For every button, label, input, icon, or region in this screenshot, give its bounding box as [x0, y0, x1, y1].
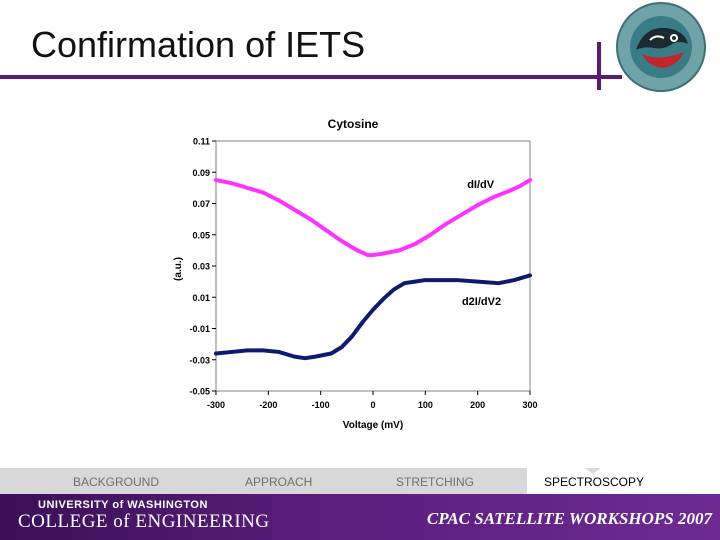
mlsc-logo-icon — [616, 2, 706, 92]
x-tick-label: 300 — [522, 400, 537, 410]
title-vertical-tick — [597, 42, 601, 90]
cytosine-chart: Cytosine (a.u.) Voltage (mV) 0.11 0.09 0.0… — [160, 108, 560, 438]
slide-title: Confirmation of IETS — [31, 24, 366, 65]
footer-banner: UNIVERSITY of WASHINGTON COLLEGE of ENGI… — [0, 494, 720, 540]
x-tick-label: -200 — [259, 400, 277, 410]
college-name: COLLEGE of ENGINEERING — [18, 511, 270, 532]
y-tick-label: 0.01 — [192, 293, 210, 303]
title-underline — [0, 75, 622, 79]
y-tick-label: -0.05 — [189, 387, 210, 397]
chart-ylabel: (a.u.) — [173, 257, 184, 281]
nav-item-approach[interactable]: APPROACH — [245, 475, 313, 489]
y-tick-label: 0.05 — [192, 230, 210, 240]
y-tick-label: -0.03 — [189, 355, 210, 365]
series-line-1 — [214, 178, 532, 258]
section-nav-bar: BACKGROUND APPROACH STRETCHING SPECTROSC… — [0, 468, 720, 494]
x-tick-label: -300 — [207, 400, 225, 410]
series-annotation-1: dI/dV — [467, 179, 495, 191]
uw-name: UNIVERSITY of WASHINGTON — [38, 499, 208, 511]
series-line-2 — [214, 273, 532, 361]
chart-title: Cytosine — [328, 117, 379, 131]
y-tick-label: -0.01 — [189, 324, 210, 334]
x-tick-label: 200 — [470, 400, 485, 410]
y-tick-label: 0.09 — [192, 168, 210, 178]
active-section-highlight — [527, 468, 720, 494]
x-tick-label: -100 — [312, 400, 330, 410]
nav-item-background[interactable]: BACKGROUND — [73, 475, 160, 489]
y-tick-label: 0.11 — [193, 137, 210, 147]
x-tick-label: 100 — [418, 400, 433, 410]
nav-item-stretching[interactable]: STRETCHING — [396, 475, 474, 489]
workshop-name: CPAC SATELLITE WORKSHOPS 2007 — [426, 509, 712, 528]
nav-item-spectroscopy[interactable]: SPECTROSCOPY — [544, 475, 645, 489]
active-section-pointer — [585, 468, 601, 474]
chart-svg: Cytosine (a.u.) Voltage (mV) 0.11 0.09 0.0… — [173, 117, 538, 431]
x-tick-label: 0 — [370, 400, 375, 410]
chart-xlabel: Voltage (mV) — [343, 420, 403, 431]
series-annotation-2: d2I/dV2 — [462, 296, 501, 308]
y-tick-label: 0.03 — [192, 262, 210, 272]
y-tick-label: 0.07 — [192, 199, 210, 209]
